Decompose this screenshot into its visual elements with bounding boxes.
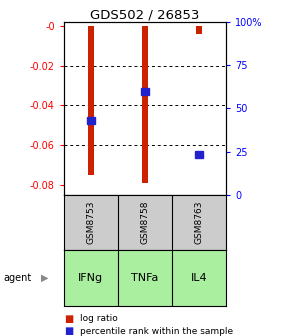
Text: ▶: ▶ [41, 273, 49, 283]
Text: IL4: IL4 [191, 273, 207, 283]
Text: log ratio: log ratio [80, 314, 117, 323]
Bar [88, 26, 94, 175]
Text: GSM8753: GSM8753 [86, 201, 95, 244]
Bar [195, 151, 203, 158]
Bar [142, 26, 148, 183]
Text: GSM8758: GSM8758 [140, 201, 150, 244]
Text: agent: agent [3, 273, 31, 283]
Text: GDS502 / 26853: GDS502 / 26853 [90, 8, 200, 22]
Bar [141, 88, 149, 95]
Text: IFNg: IFNg [78, 273, 104, 283]
Bar [196, 26, 202, 34]
Text: ■: ■ [64, 313, 73, 324]
Text: percentile rank within the sample: percentile rank within the sample [80, 327, 233, 336]
Text: ■: ■ [64, 326, 73, 336]
Bar [87, 117, 95, 124]
Text: GSM8763: GSM8763 [195, 201, 204, 244]
Text: TNFa: TNFa [131, 273, 159, 283]
